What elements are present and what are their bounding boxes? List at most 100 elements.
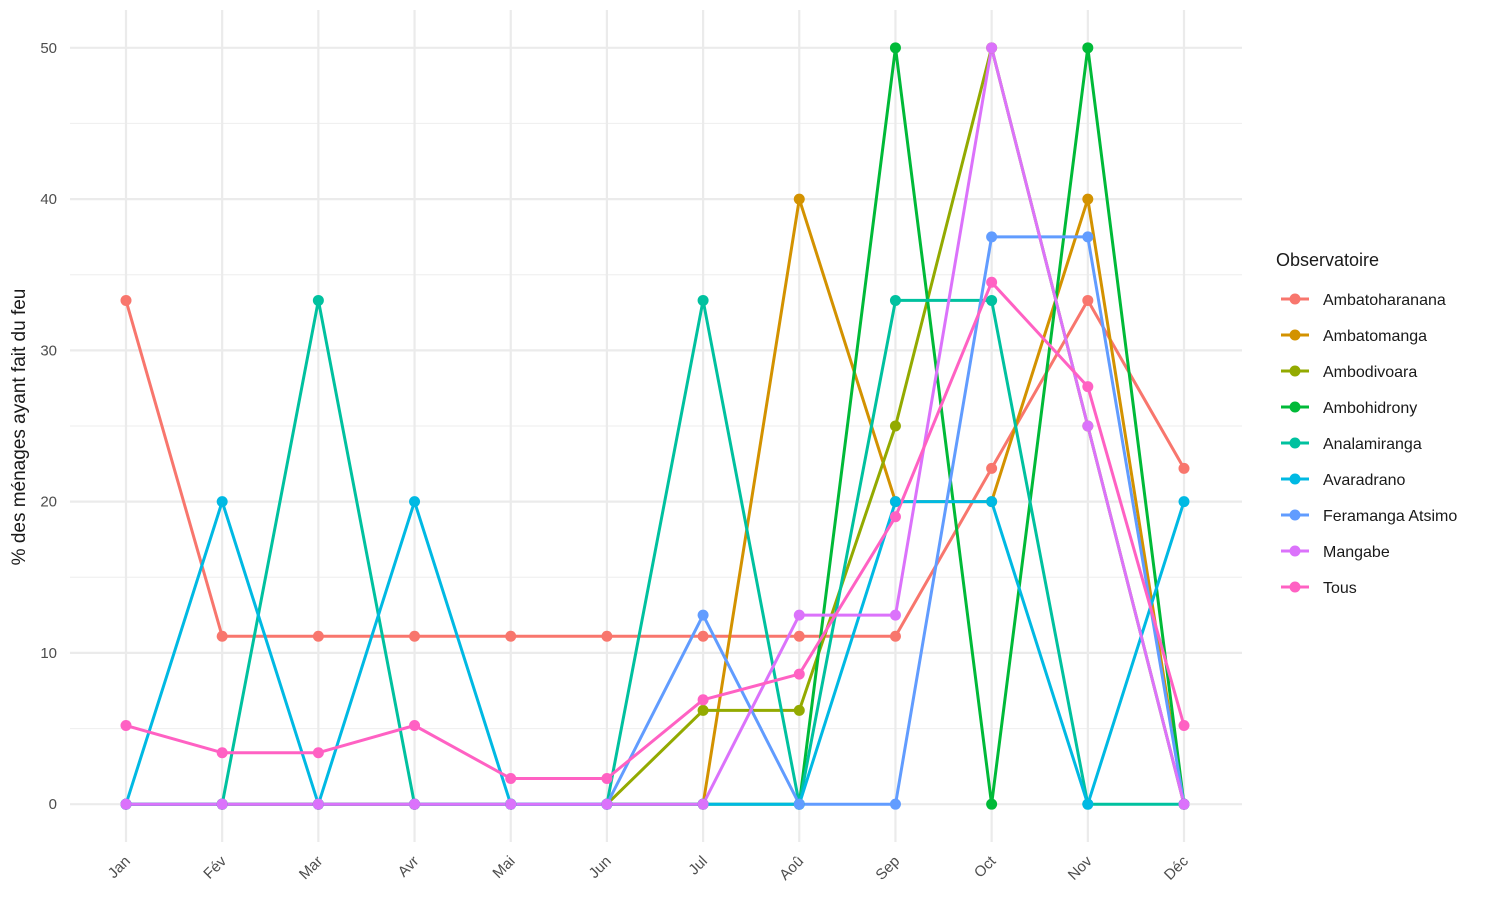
x-tick-label: Fév [200, 852, 230, 882]
legend-item: Ambatoharanana [1281, 292, 1446, 309]
data-point [505, 772, 517, 784]
data-point [601, 630, 613, 642]
data-point [120, 294, 132, 306]
data-point [505, 798, 517, 810]
data-point [601, 772, 613, 784]
legend-item: Feramanga Atsimo [1281, 508, 1457, 525]
legend-key-point [1289, 581, 1301, 593]
legend-key-point [1289, 509, 1301, 521]
series-line [125, 280, 1186, 780]
y-tick-label: 20 [40, 494, 57, 511]
legend-label: Ambatoharanana [1323, 292, 1446, 309]
data-point [1082, 294, 1094, 306]
data-point [312, 630, 324, 642]
legend-title: Observatoire [1276, 250, 1379, 270]
data-point [601, 798, 613, 810]
data-point [793, 704, 805, 716]
data-point [986, 276, 998, 288]
legend-label: Ambatomanga [1323, 328, 1427, 345]
y-tick-label: 40 [40, 191, 57, 208]
x-tick-label: Sep [872, 853, 903, 884]
y-tick-label: 30 [40, 342, 57, 359]
data-point [793, 798, 805, 810]
data-point [697, 609, 709, 621]
data-point [409, 720, 421, 732]
data-point [986, 231, 998, 243]
data-point [216, 747, 228, 759]
y-tick-label: 10 [40, 645, 57, 662]
x-tick-label: Avr [395, 853, 423, 881]
legend-item: Avaradrano [1281, 472, 1406, 489]
legend-key-point [1289, 401, 1301, 413]
data-point [793, 193, 805, 205]
data-point [505, 630, 517, 642]
legend-items: Ambatoharanana Ambatomanga Ambodivoara Ambo… [1281, 292, 1457, 597]
series-line [124, 298, 1186, 638]
x-tick-label: Déc [1161, 852, 1192, 883]
y-axis-ticks: 0 10 20 30 40 50 [40, 40, 57, 813]
data-point [312, 294, 324, 306]
data-point [697, 630, 709, 642]
data-point [1082, 231, 1094, 243]
x-tick-label: Jun [586, 853, 615, 882]
x-tick-label: Aoû [776, 853, 807, 884]
legend-label: Ambodivoara [1323, 364, 1417, 381]
data-point [409, 630, 421, 642]
data-point [1178, 496, 1190, 508]
x-axis-ticks: Jan Fév Mar Avr Mai Jun Jul Aoû Sep Oct Nov Déc [105, 852, 1192, 883]
legend-item: Ambohidrony [1281, 400, 1417, 417]
data-point [1178, 798, 1190, 810]
data-point [1178, 462, 1190, 474]
data-point [793, 609, 805, 621]
data-point [409, 496, 421, 508]
data-point [889, 496, 901, 508]
data-point [986, 462, 998, 474]
x-tick-label: Mai [489, 853, 518, 882]
data-point [889, 609, 901, 621]
data-point [889, 798, 901, 810]
data-point [1082, 798, 1094, 810]
data-point [120, 720, 132, 732]
x-tick-label: Oct [971, 852, 1000, 881]
y-axis-label: % des ménages ayant fait du feu [9, 289, 30, 566]
legend-item: Ambatomanga [1281, 328, 1427, 345]
x-tick-label: Jul [685, 853, 711, 879]
legend-item: Analamiranga [1281, 436, 1422, 453]
data-point [697, 694, 709, 706]
series-line [126, 46, 1186, 806]
data-point [216, 798, 228, 810]
data-point [697, 798, 709, 810]
data-point [120, 798, 132, 810]
legend-label: Mangabe [1323, 544, 1390, 561]
data-point [889, 420, 901, 432]
data-point [1082, 42, 1094, 54]
legend-key-point [1289, 293, 1301, 305]
data-point [1082, 193, 1094, 205]
x-tick-label: Jan [105, 853, 134, 882]
data-point [793, 630, 805, 642]
data-point [697, 294, 709, 306]
data-point [409, 798, 421, 810]
data-point [1178, 720, 1190, 732]
legend-item: Mangabe [1281, 544, 1390, 561]
legend-item: Ambodivoara [1281, 364, 1417, 381]
series-lines [124, 46, 1186, 806]
x-tick-label: Nov [1065, 852, 1096, 883]
data-point [889, 511, 901, 523]
data-point [312, 798, 324, 810]
legend-label: Ambohidrony [1323, 400, 1417, 417]
legend-label: Feramanga Atsimo [1323, 508, 1457, 525]
data-point [889, 42, 901, 54]
series-line [126, 298, 1184, 806]
data-point [216, 630, 228, 642]
x-tick-label: Mar [296, 853, 326, 883]
data-point [889, 294, 901, 306]
legend-label: Tous [1323, 580, 1357, 597]
data-point [793, 668, 805, 680]
legend: Observatoire AmbatoharananaAmbatomangaAm… [1276, 250, 1457, 597]
legend-key-point [1289, 473, 1301, 485]
data-point [1082, 381, 1094, 393]
legend-key-point [1289, 365, 1301, 377]
legend-key-point [1289, 437, 1301, 449]
